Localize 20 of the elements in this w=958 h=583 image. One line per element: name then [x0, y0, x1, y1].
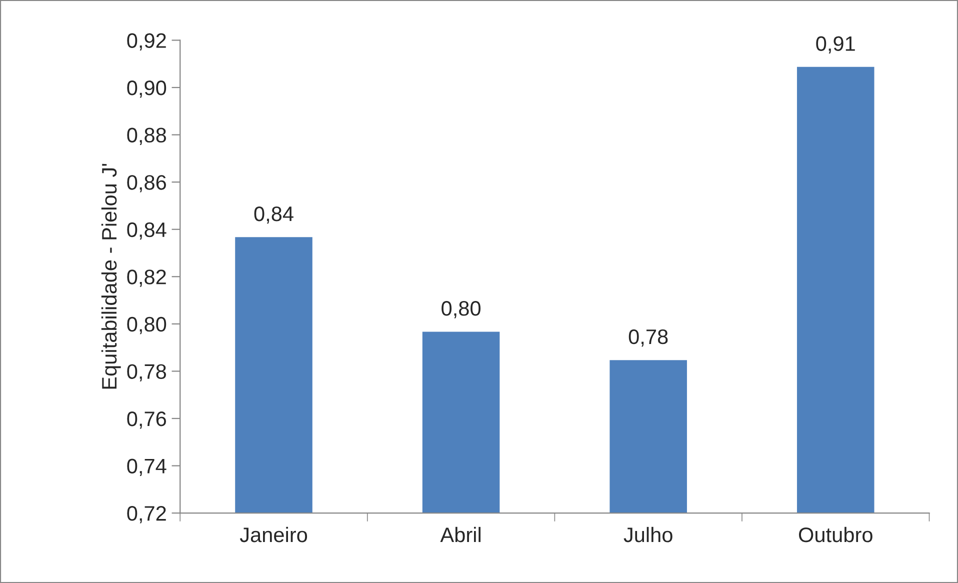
- y-tick-label: 0,92: [127, 33, 166, 50]
- data-label: 0,91: [816, 36, 855, 54]
- y-tick-label: 0,86: [127, 175, 166, 192]
- y-tick-label: 0,90: [127, 80, 166, 98]
- data-label: 0,80: [442, 301, 480, 318]
- y-tick-label: 0,88: [127, 128, 166, 146]
- y-tick-label: 0,84: [127, 222, 166, 240]
- x-tick-label: Outubro: [798, 526, 872, 542]
- y-tick-label: 0,74: [127, 458, 166, 476]
- y-tick-label: 0,76: [127, 411, 166, 429]
- y-tick-label: 0,72: [127, 506, 166, 524]
- y-axis-title: Equitabilidade - Pielou J': [101, 164, 121, 389]
- data-label: 0,78: [628, 329, 668, 347]
- x-tick-label: Janeiro: [240, 526, 308, 542]
- x-tick-label: Julho: [624, 526, 672, 542]
- data-label: 0,84: [254, 206, 294, 224]
- y-tick-label: 0,82: [127, 270, 166, 287]
- y-tick-label: 0,80: [127, 316, 166, 334]
- x-tick-label: Abril: [440, 526, 480, 542]
- y-tick-label: 0,78: [127, 364, 166, 382]
